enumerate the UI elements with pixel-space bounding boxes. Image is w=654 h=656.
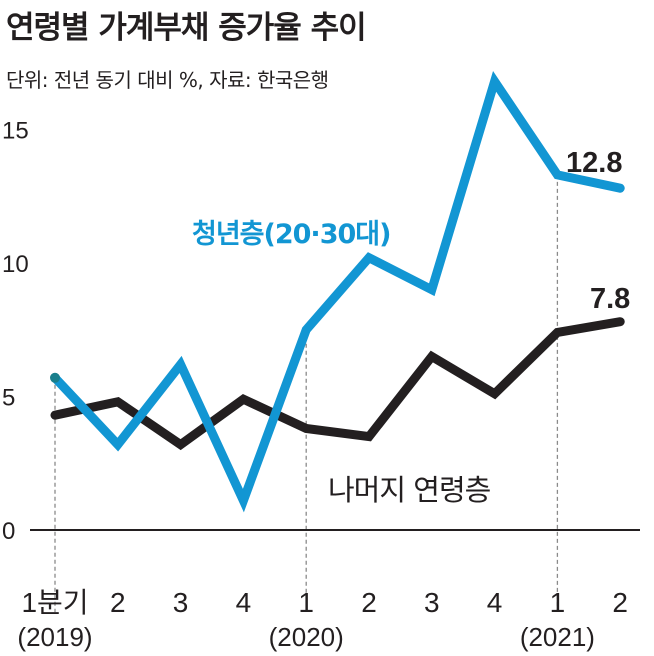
- y-axis-ticks: 0 5 10 15: [2, 118, 29, 546]
- x-tick-label: 4: [487, 587, 503, 618]
- series-label-others: 나머지 연령층: [328, 473, 491, 507]
- series-line-youth: [50, 70, 625, 513]
- x-tick-label: 3: [173, 587, 189, 618]
- y-tick-label: 10: [2, 251, 29, 278]
- year-label: (2020): [269, 622, 344, 652]
- end-value-youth: 12.8: [566, 147, 622, 179]
- series-labels: 청년층(20·30대) 나머지 연령층 12.8 7.8: [192, 147, 630, 507]
- x-tick-label: 4: [236, 587, 252, 618]
- x-tick-label: 1: [298, 587, 314, 618]
- x-tick-label: 2: [110, 587, 126, 618]
- y-tick-label: 0: [2, 518, 15, 545]
- y-tick-label: 15: [2, 118, 29, 145]
- series-lines: [50, 70, 625, 513]
- x-axis-ticks: 1분기 2 3 4 1 2 3 4 1 2 (2019) (2020) (2021): [17, 587, 628, 652]
- x-tick-label: 1분기: [21, 587, 88, 618]
- x-tick-label: 2: [361, 587, 377, 618]
- x-tick-label: 3: [424, 587, 440, 618]
- y-tick-label: 5: [2, 385, 15, 412]
- series-start-point: [50, 372, 60, 383]
- chart-subtitle: 단위: 전년 동기 대비 %, 자료: 한국은행: [6, 68, 329, 92]
- year-label: (2021): [520, 622, 595, 652]
- chart-title: 연령별 가계부채 증가율 추이: [6, 10, 367, 46]
- year-divider-lines: [54, 174, 559, 612]
- end-value-others: 7.8: [590, 283, 630, 315]
- x-tick-label: 2: [612, 587, 628, 618]
- series-label-youth: 청년층(20·30대): [192, 219, 390, 250]
- x-tick-label: 1: [550, 587, 566, 618]
- year-label: (2019): [17, 622, 92, 652]
- series-line-others: [50, 317, 625, 451]
